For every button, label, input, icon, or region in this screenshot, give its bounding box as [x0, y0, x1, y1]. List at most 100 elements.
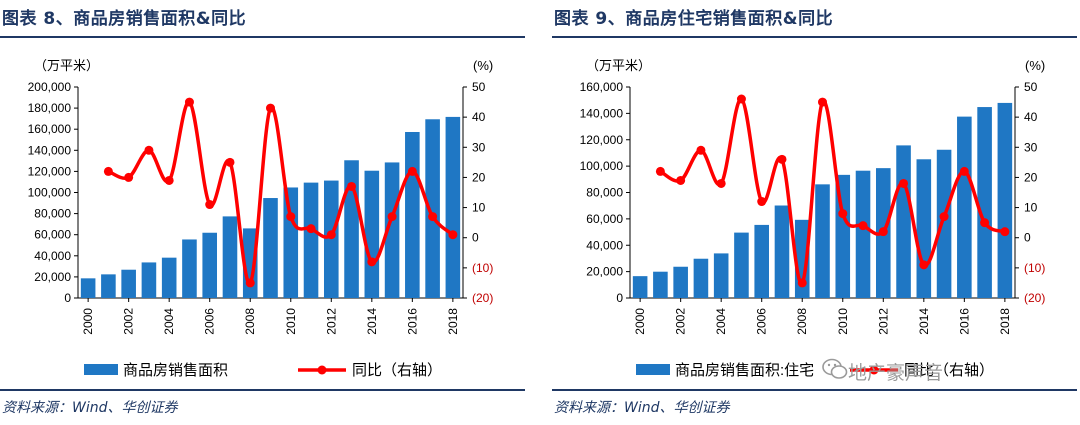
yoy-point [144, 145, 154, 155]
left-axis-tick-label: 0 [616, 291, 623, 305]
right-axis-tick-label: 40 [472, 110, 486, 124]
yoy-point [448, 230, 458, 240]
yoy-point [124, 172, 134, 182]
left-axis-tick-label: 180,000 [28, 101, 72, 115]
yoy-point [347, 181, 357, 191]
yoy-point [205, 200, 215, 210]
bar [713, 253, 729, 298]
bar [855, 170, 871, 298]
right-axis-tick-label: (20) [1024, 291, 1045, 305]
yoy-point [387, 212, 397, 222]
left-axis-tick-label: 200,000 [28, 80, 72, 94]
left-axis-tick-label: 60,000 [34, 228, 71, 242]
x-axis-tick-label: 2014 [365, 308, 379, 335]
chart-area: （万平米） (%) 0 20,000 40,000 60,000 80,000 100,000… [28, 58, 494, 379]
x-axis-tick-label: 2002 [122, 308, 136, 335]
x-axis-tick-label: 2002 [674, 308, 688, 335]
yoy-point [716, 178, 726, 188]
yoy-point [326, 230, 336, 240]
bar [101, 274, 116, 298]
bar [283, 187, 299, 298]
x-axis-tick-label: 2006 [203, 308, 217, 335]
left-axis-tick-label: 20,000 [586, 265, 623, 279]
left-axis-tick-label: 160,000 [28, 122, 72, 136]
right-axis-tick-label: (20) [472, 291, 493, 305]
bar [977, 107, 992, 298]
yoy-point [407, 166, 417, 176]
right-axis-tick-label: 20 [1024, 170, 1038, 184]
chart-title: 图表 9、商品房住宅销售面积&同比 [554, 9, 834, 29]
bar [896, 145, 911, 298]
bar [323, 180, 339, 298]
yoy-point [797, 278, 807, 288]
yoy-point [428, 212, 438, 222]
bar [997, 102, 1013, 298]
yoy-point [736, 94, 746, 104]
right-axis-tick-label: 10 [1024, 201, 1038, 215]
yoy-point [878, 227, 888, 237]
x-axis-tick-label: 2000 [81, 308, 95, 335]
legend-bar-swatch [84, 364, 118, 375]
yoy-point [959, 166, 969, 176]
bar [80, 278, 96, 298]
bar [774, 205, 790, 298]
bar [916, 159, 932, 298]
x-axis-tick-label: 2014 [917, 308, 931, 335]
left-axis-tick-label: 60,000 [586, 212, 623, 226]
chart-area: （万平米） (%) 0 20,000 40,000 60,000 80,000 100,000… [580, 58, 1046, 379]
bar [121, 269, 136, 298]
bar [815, 184, 830, 298]
left-axis-tick-label: 80,000 [34, 207, 71, 221]
left-axis-tick-label: 160,000 [580, 80, 624, 94]
x-axis-tick-label: 2010 [836, 308, 850, 335]
bar [405, 131, 420, 298]
yoy-point [919, 260, 929, 270]
yoy-line [659, 97, 1006, 285]
yoy-point [757, 197, 767, 207]
bar [384, 162, 400, 298]
right-axis-unit: (%) [473, 58, 493, 73]
x-axis-tick-label: 2018 [446, 308, 460, 335]
yoy-point [164, 175, 174, 185]
yoy-point [939, 212, 949, 222]
right-axis-tick-label: 0 [1024, 231, 1031, 245]
x-axis-tick-label: 2016 [405, 308, 419, 335]
bar [222, 216, 238, 298]
legend-line-marker [317, 365, 327, 375]
yoy-point [306, 224, 316, 234]
bar [263, 198, 278, 298]
legend-line-label: 同比（右轴） [352, 362, 442, 379]
right-axis-tick-label: 30 [1024, 140, 1038, 154]
right-axis-tick-label: 10 [472, 201, 486, 215]
wechat-icon [822, 358, 848, 379]
x-axis-tick-label: 2018 [998, 308, 1012, 335]
yoy-point [696, 145, 706, 155]
x-axis-tick-label: 2008 [795, 308, 809, 335]
x-axis-tick-label: 2016 [957, 308, 971, 335]
legend-line-marker [869, 365, 879, 375]
bar [202, 232, 218, 298]
right-axis-tick-label: 50 [472, 80, 486, 94]
yoy-point [266, 103, 275, 113]
x-axis-tick-label: 2010 [284, 308, 298, 335]
left-axis-tick-label: 40,000 [586, 238, 623, 252]
right-axis-tick-label: 0 [472, 231, 479, 245]
left-axis-tick-label: 140,000 [580, 106, 624, 120]
yoy-line [107, 100, 455, 285]
right-axis-tick-label: (10) [1024, 261, 1045, 275]
yoy-point [1000, 227, 1010, 237]
legend-line-label: 同比（右轴） [904, 362, 994, 379]
legend-bar-label: 商品房销售面积:住宅 [675, 362, 814, 379]
yoy-point [858, 221, 868, 231]
bar [754, 224, 770, 298]
left-axis-unit: （万平米） [586, 58, 651, 73]
right-axis-tick-label: (10) [472, 261, 493, 275]
bar [673, 266, 688, 298]
left-axis-tick-label: 40,000 [34, 249, 71, 263]
bar [344, 160, 359, 298]
x-axis-tick-label: 2004 [162, 308, 176, 335]
bar [734, 232, 749, 298]
left-axis-tick-label: 80,000 [586, 186, 623, 200]
right-axis-unit: (%) [1025, 58, 1045, 73]
left-axis-tick-label: 0 [64, 291, 71, 305]
